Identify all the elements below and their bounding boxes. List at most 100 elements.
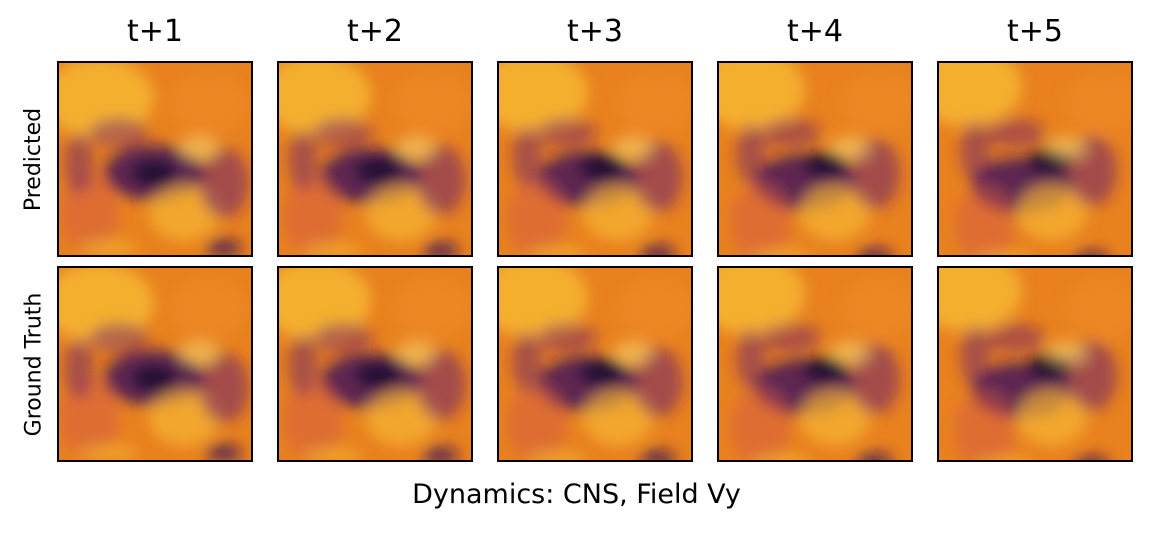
field-blob [939,63,1022,126]
field-blob [736,329,766,389]
field-blob [416,350,466,420]
row-label-ground-truth: Ground Truth [14,266,54,462]
field-blob [719,268,805,334]
row-label-ground-truth-text: Ground Truth [21,292,47,436]
field-blob [613,341,653,365]
heatmap-ground-truth-t4 [717,266,913,462]
field-blob [89,118,149,148]
field-blob [279,268,371,340]
field-blob [1047,136,1087,160]
field-blob [79,445,139,460]
field-blob [857,452,893,460]
field-blob [206,238,242,255]
field-blob [960,326,990,386]
field-blob [149,390,219,446]
field-blob [981,252,1029,255]
field-blob [132,366,176,390]
field-blob [751,454,811,460]
field-blob [169,278,249,338]
heatmap-ground-truth-t1 [57,266,253,462]
heatmap-field-image [719,63,911,255]
field-blob [416,145,466,215]
field-blob [955,185,1015,255]
field-blob [393,73,471,133]
row-label-predicted-text: Predicted [21,107,47,211]
field-blob [59,173,119,253]
field-blob [633,347,683,417]
field-blob [89,323,149,353]
field-blob [64,133,94,193]
field-blob [313,118,373,148]
field-blob [830,341,870,365]
field-blob [640,449,676,460]
field-blob [279,63,371,135]
field-blob [507,179,567,255]
heatmap-field-image [939,63,1131,255]
field-blob [613,136,653,160]
field-blob [396,136,436,160]
field-blob [981,457,1029,460]
field-blob [841,278,911,338]
field-blob [356,158,400,182]
field-blob [527,246,587,255]
field-blob [527,451,587,460]
heatmap-field-image [939,268,1131,460]
field-blob [393,278,471,338]
field-blob [64,338,94,398]
heatmap-field-image [59,63,249,255]
field-blob [985,118,1045,148]
heatmap-ground-truth-t3 [497,266,693,462]
field-blob [199,353,249,423]
field-blob [857,247,893,255]
field-blob [731,182,791,255]
field-blob [199,148,249,218]
field-blob [169,73,249,133]
field-blob [132,161,176,185]
field-blob [633,142,683,212]
field-blob [499,63,588,132]
field-blob [1065,278,1131,338]
heatmap-field-image [499,63,691,255]
field-blob [761,118,821,148]
row-label-predicted: Predicted [14,61,54,257]
heatmap-ground-truth-t5 [937,266,1133,462]
field-blob [179,136,219,160]
field-blob [1065,73,1131,133]
heatmap-field-image [59,268,249,460]
field-blob [283,381,343,460]
heatmap-field-image [279,268,471,460]
field-blob [939,268,1022,331]
column-title-t1: t+1 [127,14,183,49]
field-blob [804,357,848,381]
field-blob [1047,341,1087,365]
field-blob [580,360,624,384]
field-blob [366,185,436,241]
field-blob [206,443,242,460]
field-blob [512,332,542,392]
field-blob [841,73,911,133]
column-title-t5: t+5 [1007,14,1063,49]
heatmap-field-image [499,268,691,460]
column-title-t2: t+2 [347,14,403,49]
field-blob [751,249,811,255]
column-title-t4: t+4 [787,14,843,49]
field-blob [800,390,870,446]
heatmap-ground-truth-t2 [277,266,473,462]
field-blob [804,152,848,176]
field-blob [1017,185,1087,241]
figure-caption: Dynamics: CNS, Field Vy [412,479,741,510]
heatmap-predicted-t2 [277,61,473,257]
field-blob [537,323,597,353]
field-blob [356,363,400,387]
field-blob [149,185,219,241]
field-blob [283,176,343,255]
field-blob [423,241,459,255]
heatmap-field-image [719,268,911,460]
field-blob [583,390,653,446]
field-blob [288,335,318,395]
field-blob [396,341,436,365]
field-blob [303,448,363,460]
field-blob [800,185,870,241]
heatmap-predicted-t1 [57,61,253,257]
field-blob [512,127,542,187]
